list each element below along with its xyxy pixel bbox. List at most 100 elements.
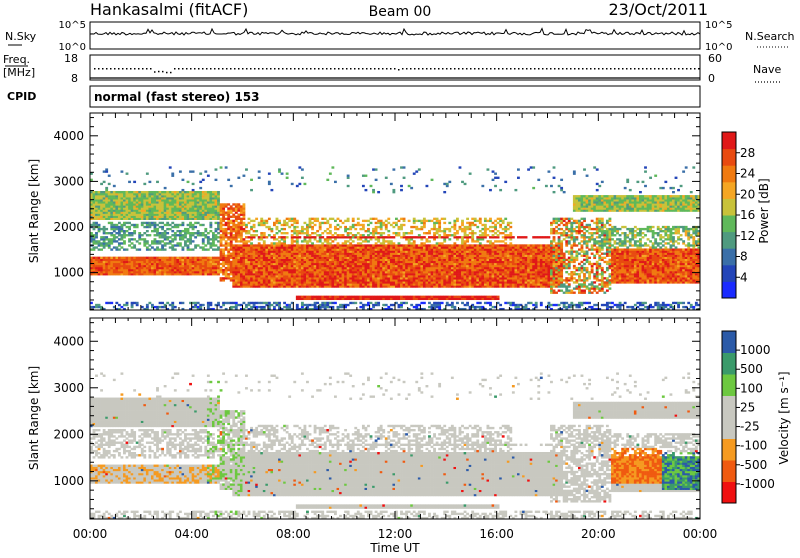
power-cell: [352, 281, 355, 283]
power-cell: [331, 283, 334, 285]
power-cell: [329, 244, 332, 246]
freq-dot: [646, 68, 648, 70]
power-cell: [110, 257, 113, 259]
power-cell: [197, 201, 200, 203]
power-cell: [273, 283, 276, 285]
power-cell: [382, 242, 385, 244]
power-cell: [250, 265, 253, 267]
power-cell: [441, 253, 444, 255]
power-cell: [390, 304, 393, 306]
power-cell: [240, 236, 243, 238]
power-cell: [380, 242, 383, 244]
power-cell: [431, 275, 434, 277]
power-cell: [255, 271, 258, 273]
power-cell: [385, 304, 388, 306]
power-cell: [387, 250, 390, 252]
power-cell: [286, 275, 289, 277]
power-cell: [93, 195, 96, 197]
power-cell: [118, 230, 121, 232]
power-cell: [194, 259, 197, 261]
power-cell: [207, 207, 210, 209]
power-cell: [375, 285, 378, 287]
power-cell: [179, 234, 182, 236]
power-cell: [110, 263, 113, 265]
power-cell: [113, 226, 116, 228]
power-cell: [156, 216, 159, 218]
power-cell: [362, 263, 365, 265]
power-cell: [169, 261, 172, 263]
power-cell: [118, 226, 121, 228]
freq-dot: [122, 68, 124, 70]
power-cell: [304, 250, 307, 252]
power-cell: [385, 279, 388, 281]
power-cell: [443, 275, 446, 277]
power-cell: [420, 222, 423, 224]
power-cell: [372, 306, 375, 308]
power-cell: [321, 273, 324, 275]
power-cell: [459, 267, 462, 269]
power-cell: [314, 244, 317, 246]
power-cell: [291, 283, 294, 285]
power-cell: [466, 265, 469, 267]
power-cell: [403, 275, 406, 277]
power-cell: [207, 195, 210, 197]
power-cell: [446, 298, 449, 300]
power-cell: [171, 193, 174, 195]
power-cell: [215, 216, 218, 218]
power-cell: [192, 261, 195, 263]
power-cell: [141, 197, 144, 199]
power-cell: [415, 265, 418, 267]
power-cell: [459, 259, 462, 261]
freq-dot: [242, 68, 244, 70]
power-cell: [365, 244, 368, 246]
power-cell: [451, 226, 454, 228]
power-cell: [220, 222, 223, 224]
power-cell: [438, 279, 441, 281]
power-cell: [405, 267, 408, 269]
power-cell: [159, 209, 162, 211]
power-cell: [428, 279, 431, 281]
power-cell: [138, 263, 141, 265]
power-cell: [428, 246, 431, 248]
power-cell: [288, 285, 291, 287]
power-cell: [400, 263, 403, 265]
power-cell: [431, 259, 434, 261]
power-cell: [255, 273, 258, 275]
power-cell: [174, 197, 177, 199]
power-cell: [288, 253, 291, 255]
power-cell: [276, 265, 279, 267]
power-cell: [105, 170, 108, 172]
power-cell: [100, 209, 103, 211]
power-cell: [352, 255, 355, 257]
power-cell: [466, 255, 469, 257]
power-cell: [342, 271, 345, 273]
power-cell: [365, 275, 368, 277]
power-cell: [347, 263, 350, 265]
power-cell: [326, 267, 329, 269]
power-cell: [359, 302, 362, 304]
power-cell: [146, 271, 149, 273]
power-cell: [194, 263, 197, 265]
power-cell: [268, 234, 271, 236]
power-cell: [105, 242, 108, 244]
power-cell: [334, 298, 337, 300]
power-cell: [377, 275, 380, 277]
power-cell: [342, 296, 345, 298]
power-cell: [354, 255, 357, 257]
power-cell: [375, 228, 378, 230]
power-cell: [105, 273, 108, 275]
power-cell: [182, 195, 185, 197]
power-cell: [398, 283, 401, 285]
power-cell: [273, 250, 276, 252]
power-cell: [220, 277, 223, 279]
power-cell: [390, 263, 393, 265]
power-cell: [199, 191, 202, 193]
power-cell: [108, 244, 111, 246]
power-cell: [293, 228, 296, 230]
power-cell: [133, 261, 136, 263]
power-cell: [334, 259, 337, 261]
power-cell: [453, 253, 456, 255]
power-cell: [326, 265, 329, 267]
power-cell: [187, 228, 190, 230]
power-cell: [316, 246, 319, 248]
